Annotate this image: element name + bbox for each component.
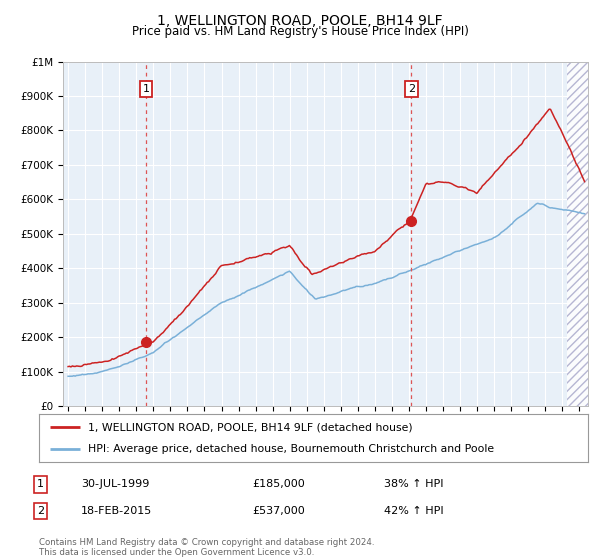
Text: £185,000: £185,000 (252, 479, 305, 489)
Text: 1, WELLINGTON ROAD, POOLE, BH14 9LF (detached house): 1, WELLINGTON ROAD, POOLE, BH14 9LF (det… (88, 422, 413, 432)
Text: 1: 1 (143, 84, 149, 94)
Text: 38% ↑ HPI: 38% ↑ HPI (384, 479, 443, 489)
Text: 42% ↑ HPI: 42% ↑ HPI (384, 506, 443, 516)
Text: 18-FEB-2015: 18-FEB-2015 (81, 506, 152, 516)
Text: Price paid vs. HM Land Registry's House Price Index (HPI): Price paid vs. HM Land Registry's House … (131, 25, 469, 38)
Text: Contains HM Land Registry data © Crown copyright and database right 2024.
This d: Contains HM Land Registry data © Crown c… (39, 538, 374, 557)
Text: 30-JUL-1999: 30-JUL-1999 (81, 479, 149, 489)
Text: £537,000: £537,000 (252, 506, 305, 516)
Bar (566, 62, 588, 406)
Text: 2: 2 (407, 84, 415, 94)
Text: 1, WELLINGTON ROAD, POOLE, BH14 9LF: 1, WELLINGTON ROAD, POOLE, BH14 9LF (157, 14, 443, 28)
Text: 1: 1 (37, 479, 44, 489)
Text: HPI: Average price, detached house, Bournemouth Christchurch and Poole: HPI: Average price, detached house, Bour… (88, 444, 494, 454)
Text: 2: 2 (37, 506, 44, 516)
